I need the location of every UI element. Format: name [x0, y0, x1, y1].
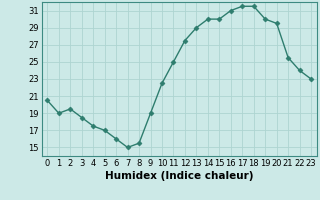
- X-axis label: Humidex (Indice chaleur): Humidex (Indice chaleur): [105, 171, 253, 181]
